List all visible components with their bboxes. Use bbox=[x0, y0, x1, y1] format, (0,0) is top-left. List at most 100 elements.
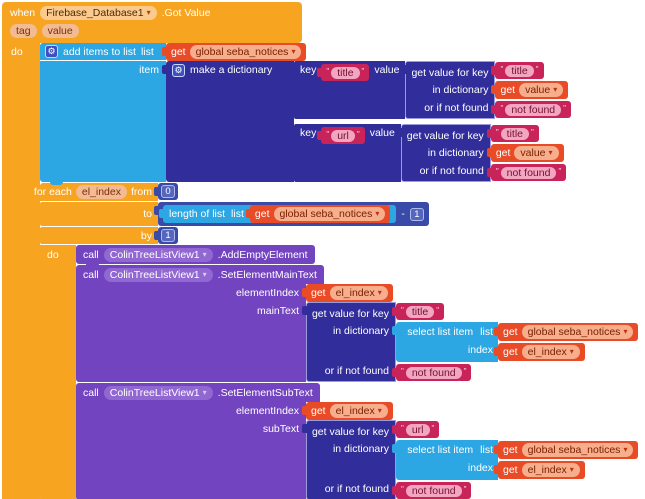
text-field[interactable]: url bbox=[331, 129, 355, 142]
number-block[interactable]: 0 bbox=[154, 183, 178, 200]
variable-dropdown[interactable]: el_index ▾ bbox=[521, 463, 580, 477]
text-block[interactable]: " title " bbox=[317, 64, 370, 81]
quote-mark: " bbox=[500, 65, 504, 74]
variable-dropdown[interactable]: el_index ▾ bbox=[521, 345, 580, 359]
param-value[interactable]: value bbox=[41, 24, 79, 38]
quote-mark: " bbox=[401, 367, 404, 376]
get-value-for-key-label: get value for key bbox=[311, 425, 389, 438]
number-field[interactable]: 1 bbox=[161, 229, 175, 242]
quote-mark: " bbox=[463, 485, 467, 494]
dictionary-pair-block[interactable]: key " url " value bbox=[294, 124, 571, 182]
variable-dropdown[interactable]: global seba_notices ▾ bbox=[521, 443, 634, 457]
select-list-item-block[interactable]: select list item list index bbox=[391, 322, 639, 362]
element-index-label: elementIndex bbox=[235, 287, 299, 299]
do-label: do bbox=[47, 249, 59, 261]
number-field[interactable]: 1 bbox=[409, 207, 424, 221]
text-block[interactable]: " url " bbox=[317, 127, 365, 144]
text-field[interactable]: title bbox=[505, 64, 534, 77]
get-value-for-key-block[interactable]: get value for key in dictionary or if no… bbox=[401, 61, 571, 119]
variable-dropdown[interactable]: global seba_notices ▾ bbox=[521, 325, 634, 339]
text-block[interactable]: " title " bbox=[491, 62, 544, 79]
variable-dropdown[interactable]: value ▾ bbox=[514, 146, 559, 160]
text-field[interactable]: title bbox=[331, 66, 360, 79]
block-bump bbox=[50, 180, 63, 185]
get-variable-block[interactable]: get global seba_notices ▾ bbox=[493, 323, 639, 341]
get-value-for-key-label: get value for key bbox=[406, 129, 484, 142]
text-field[interactable]: not found bbox=[405, 484, 462, 497]
variable-dropdown[interactable]: global seba_notices ▾ bbox=[189, 45, 302, 59]
subtract-block[interactable]: length of list list get global seba_noti… bbox=[154, 202, 429, 226]
variable-name: el_index bbox=[335, 405, 375, 417]
get-value-for-key-block[interactable]: get value for key in dictionary or if no… bbox=[301, 302, 639, 382]
text-field[interactable]: not found bbox=[505, 103, 562, 116]
text-field[interactable]: url bbox=[405, 423, 430, 436]
get-variable-block[interactable]: get el_index ▾ bbox=[494, 343, 585, 361]
number-field[interactable]: 0 bbox=[161, 185, 175, 198]
or-if-not-found-label: or if not found bbox=[324, 364, 389, 377]
text-block[interactable]: " url " bbox=[391, 421, 440, 438]
text-field[interactable]: title bbox=[405, 305, 435, 318]
get-variable-block[interactable]: get value ▾ bbox=[486, 144, 564, 162]
text-block[interactable]: " title " bbox=[486, 125, 539, 142]
number-block[interactable]: 1 bbox=[154, 227, 178, 244]
length-of-list-block[interactable]: length of list list get global seba_noti… bbox=[158, 205, 397, 223]
make-dictionary-block[interactable]: ⚙ make a dictionary key " bbox=[162, 61, 571, 182]
add-items-to-list-block[interactable]: ⚙ add items to list list get global seba… bbox=[40, 43, 571, 185]
dropdown-arrow-icon: ▾ bbox=[377, 288, 382, 297]
for-each-block[interactable]: for each el_index from 0 to bbox=[34, 183, 639, 499]
select-list-item-block[interactable]: select list item list index bbox=[391, 440, 639, 480]
get-variable-block[interactable]: get global seba_notices ▾ bbox=[493, 441, 639, 459]
component-name: Firebase_Database1 bbox=[46, 7, 144, 19]
variable-dropdown[interactable]: el_index ▾ bbox=[329, 404, 388, 418]
text-field[interactable]: title bbox=[500, 127, 529, 140]
variable-name: el_index bbox=[527, 346, 567, 358]
get-variable-block[interactable]: get global seba_notices ▾ bbox=[245, 205, 391, 223]
text-field[interactable]: not found bbox=[500, 166, 557, 179]
dropdown-arrow-icon: ▾ bbox=[291, 47, 296, 56]
text-block[interactable]: " title " bbox=[391, 303, 445, 320]
get-variable-block[interactable]: get el_index ▾ bbox=[302, 402, 393, 420]
variable-dropdown[interactable]: el_index ▾ bbox=[329, 286, 388, 300]
text-field[interactable]: not found bbox=[405, 366, 462, 379]
list-socket-label: list bbox=[231, 208, 244, 220]
call-set-element-sub-text-block[interactable]: call ColinTreeListView1 ▾ .SetElementSub… bbox=[76, 383, 639, 499]
get-keyword: get bbox=[503, 444, 518, 456]
get-variable-block[interactable]: get value ▾ bbox=[491, 81, 569, 99]
quote-mark: " bbox=[326, 130, 330, 139]
mutator-gear-icon[interactable]: ⚙ bbox=[45, 45, 58, 58]
get-variable-block[interactable]: get global seba_notices ▾ bbox=[161, 43, 307, 61]
component-dropdown[interactable]: ColinTreeListView1 ▾ bbox=[103, 247, 213, 262]
variable-dropdown[interactable]: value ▾ bbox=[519, 83, 564, 97]
get-value-for-key-block[interactable]: get value for key in dictionary or if no… bbox=[301, 420, 639, 499]
or-if-not-found-label: or if not found bbox=[424, 101, 489, 114]
component-dropdown[interactable]: ColinTreeListView1 ▾ bbox=[103, 267, 213, 282]
get-variable-block[interactable]: get el_index ▾ bbox=[494, 461, 585, 479]
text-block[interactable]: " not found " bbox=[491, 101, 571, 118]
text-block[interactable]: " not found " bbox=[391, 364, 472, 381]
item-socket-label: item bbox=[139, 64, 159, 76]
get-variable-block[interactable]: get el_index ▾ bbox=[302, 284, 393, 302]
text-block[interactable]: " not found " bbox=[486, 164, 567, 181]
text-block[interactable]: " not found " bbox=[391, 482, 472, 499]
component-dropdown[interactable]: ColinTreeListView1 ▾ bbox=[103, 385, 213, 400]
method-name: .SetElementSubText bbox=[217, 386, 313, 399]
dictionary-pair-block[interactable]: key " title " value bbox=[294, 61, 571, 119]
mutator-gear-icon[interactable]: ⚙ bbox=[172, 64, 185, 77]
quote-mark: " bbox=[326, 67, 330, 76]
quote-mark: " bbox=[495, 128, 499, 137]
add-items-label: add items to list bbox=[63, 45, 136, 58]
param-tag[interactable]: tag bbox=[10, 24, 37, 38]
call-add-empty-element-block[interactable]: call ColinTreeListView1 ▾ .AddEmptyEleme… bbox=[76, 245, 315, 267]
get-value-for-key-block[interactable]: get value for key in dictionary or if no… bbox=[396, 124, 567, 182]
variable-dropdown[interactable]: global seba_notices ▾ bbox=[273, 207, 386, 221]
select-list-item-label: select list item bbox=[407, 326, 474, 338]
component-dropdown[interactable]: Firebase_Database1 ▾ bbox=[40, 6, 157, 20]
call-keyword: call bbox=[83, 248, 99, 261]
when-block-header[interactable]: when Firebase_Database1 ▾ .Got Value tag… bbox=[2, 2, 302, 43]
dropdown-arrow-icon: ▾ bbox=[377, 406, 382, 415]
in-dictionary-label: in dictionary bbox=[432, 83, 489, 96]
loop-variable[interactable]: el_index bbox=[75, 185, 127, 199]
call-set-element-main-text-block[interactable]: call ColinTreeListView1 ▾ .SetElementMai… bbox=[76, 265, 639, 382]
or-if-not-found-label: or if not found bbox=[419, 164, 484, 177]
